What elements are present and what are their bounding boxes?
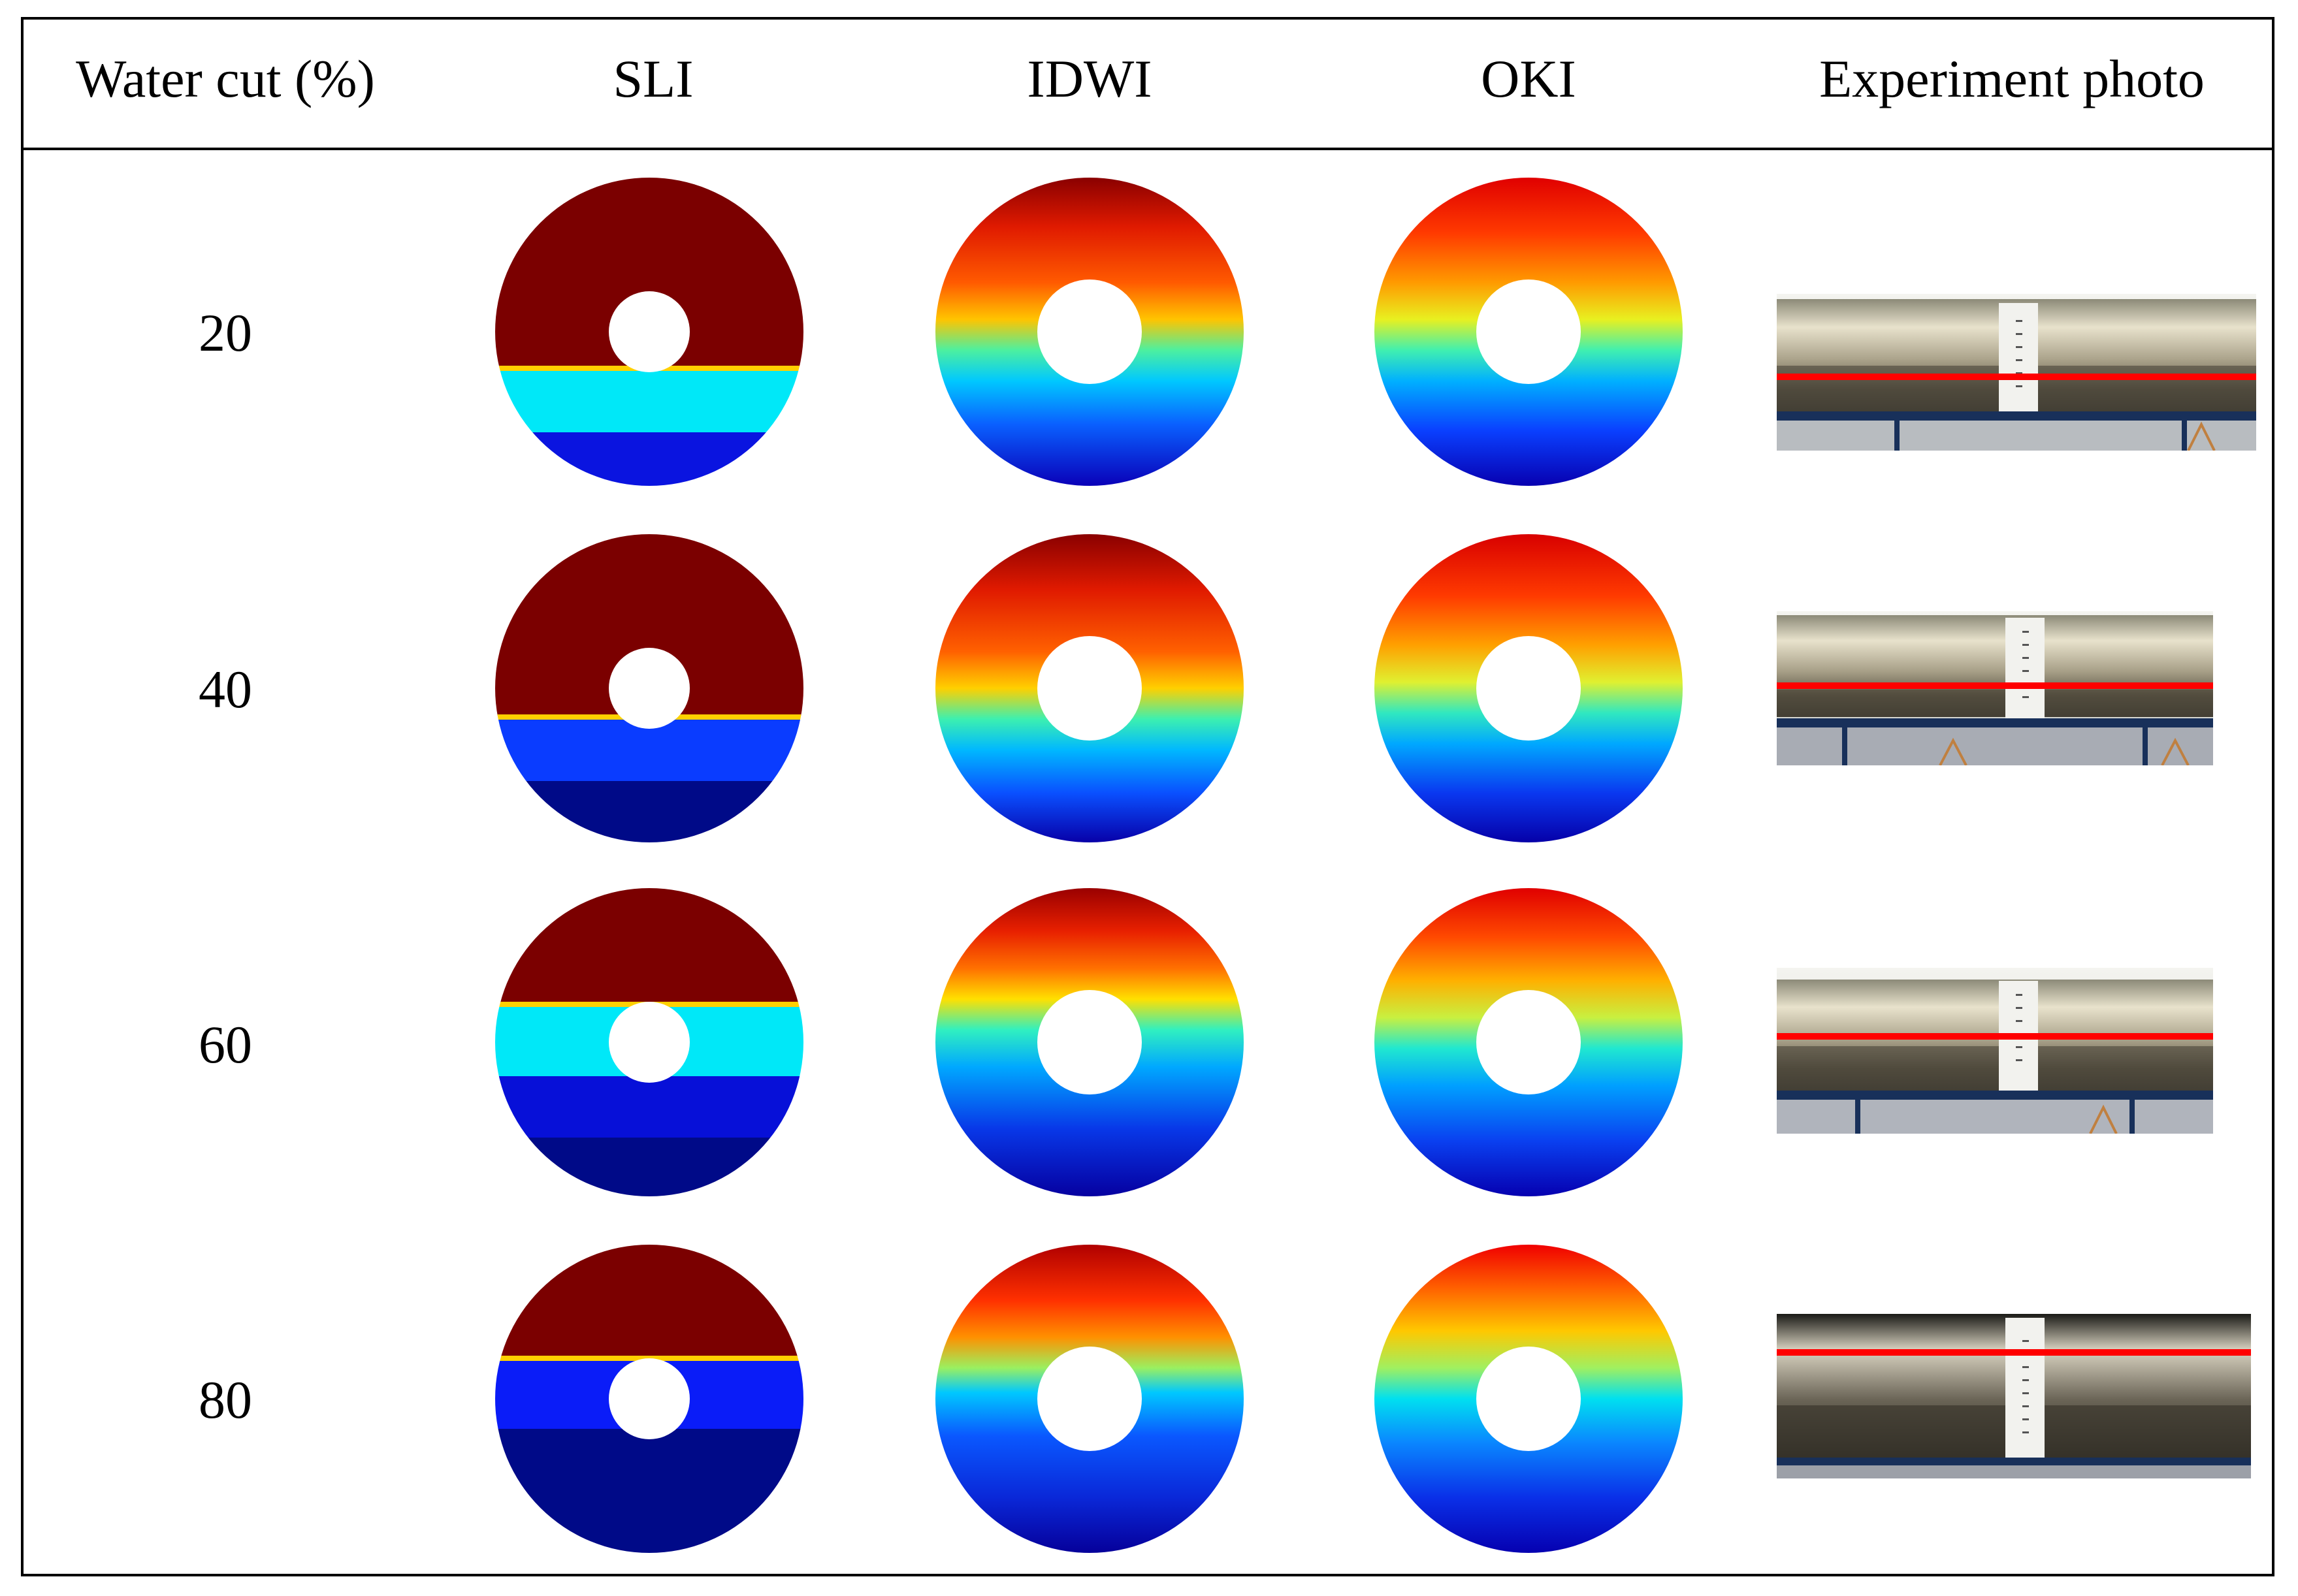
header-oki: OKI <box>1481 49 1576 108</box>
interface-line <box>1777 682 2213 689</box>
interface-line <box>1777 1033 2213 1040</box>
pipe-core <box>1037 279 1142 384</box>
interface-line <box>1777 1349 2251 1356</box>
pipe-core <box>1476 636 1581 741</box>
water-cut-value: 80 <box>199 1370 252 1429</box>
experiment-photo <box>1777 294 2256 451</box>
water-cut-value: 40 <box>199 660 252 719</box>
interface-line <box>1777 374 2256 380</box>
pipe-core <box>609 648 690 729</box>
header-experiment-photo: Experiment photo <box>1819 49 2205 108</box>
water-cut-value: 20 <box>199 303 252 362</box>
sli-cross-section <box>495 534 803 842</box>
water-cut-value: 60 <box>199 1015 252 1074</box>
idwi-cross-section <box>935 534 1244 842</box>
experiment-photo <box>1777 611 2213 765</box>
pipe-core <box>609 1002 690 1083</box>
oki-cross-section <box>1374 178 1683 486</box>
pipe-core <box>1476 279 1581 384</box>
pipe-core <box>1037 1347 1142 1451</box>
pipe-core <box>609 1358 690 1439</box>
header-water-cut: Water cut (%) <box>76 49 375 108</box>
oki-cross-section <box>1374 888 1683 1196</box>
header-rule <box>24 148 2272 150</box>
experiment-photo <box>1777 1314 2251 1478</box>
header-sli: SLI <box>613 49 694 108</box>
sli-cross-section <box>495 178 803 486</box>
pipe-core <box>1037 990 1142 1094</box>
pipe-core <box>1476 990 1581 1094</box>
results-table <box>21 17 2274 1576</box>
sli-cross-section <box>495 888 803 1196</box>
idwi-cross-section <box>935 888 1244 1196</box>
oki-cross-section <box>1374 1245 1683 1553</box>
pipe-core <box>1037 636 1142 741</box>
sli-cross-section <box>495 1245 803 1553</box>
oki-cross-section <box>1374 534 1683 842</box>
idwi-cross-section <box>935 1245 1244 1553</box>
pipe-core <box>1476 1347 1581 1451</box>
header-idwi: IDWI <box>1027 49 1152 108</box>
experiment-photo <box>1777 968 2213 1134</box>
pipe-core <box>609 291 690 372</box>
idwi-cross-section <box>935 178 1244 486</box>
